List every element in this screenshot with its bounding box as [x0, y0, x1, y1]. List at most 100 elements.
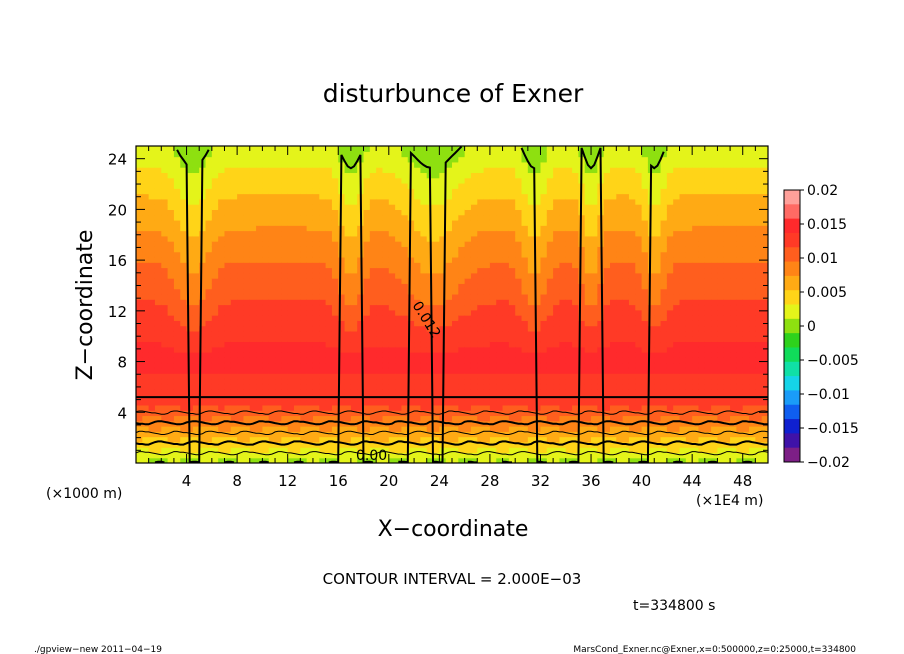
- contour-cell: [306, 404, 314, 411]
- contour-cell: [363, 346, 371, 353]
- contour-cell: [395, 362, 403, 369]
- contour-cell: [357, 404, 365, 411]
- contour-cell: [161, 336, 169, 343]
- contour-cell: [287, 426, 295, 432]
- contour-cell: [452, 330, 459, 337]
- contour-cell: [546, 410, 554, 417]
- contour-cell: [338, 362, 346, 369]
- contour-cell: [287, 241, 295, 247]
- contour-cell: [211, 389, 219, 395]
- contour-cell: [578, 373, 586, 380]
- contour-cell: [470, 436, 478, 443]
- contour-cell: [237, 262, 245, 269]
- contour-cell: [173, 389, 181, 395]
- contour-cell: [654, 436, 662, 443]
- contour-cell: [325, 346, 333, 353]
- contour-cell: [483, 315, 491, 321]
- contour-cell: [243, 283, 251, 290]
- contour-cell: [572, 404, 579, 411]
- contour-cell: [148, 267, 156, 274]
- contour-cell: [350, 256, 358, 263]
- contour-cell: [565, 241, 573, 247]
- contour-cell: [654, 362, 662, 369]
- contour-cell: [395, 378, 403, 385]
- contour-cell: [426, 404, 434, 411]
- contour-cell: [331, 299, 339, 306]
- contour-cell: [515, 447, 523, 454]
- contour-cell: [161, 320, 169, 327]
- contour-cell: [199, 431, 207, 438]
- contour-cell: [559, 278, 567, 284]
- contour-cell: [553, 188, 561, 195]
- contour-cell: [300, 357, 308, 364]
- contour-cell: [616, 156, 624, 163]
- contour-cell: [186, 161, 194, 168]
- contour-cell: [622, 251, 630, 258]
- contour-cell: [458, 177, 466, 184]
- contour-cell: [597, 410, 605, 417]
- contour-cell: [268, 151, 276, 158]
- contour-cell: [527, 214, 535, 221]
- contour-cell: [407, 367, 415, 374]
- contour-cell: [338, 256, 346, 263]
- contour-cell: [388, 325, 396, 332]
- contour-cell: [445, 167, 453, 174]
- contour-cell: [477, 256, 485, 263]
- contour-cell: [565, 230, 573, 237]
- contour-cell: [256, 161, 263, 168]
- contour-cell: [382, 309, 390, 316]
- contour-cell: [275, 293, 282, 300]
- contour-cell: [597, 336, 605, 343]
- contour-cell: [281, 299, 289, 306]
- contour-cell: [363, 283, 371, 290]
- contour-cell: [154, 225, 162, 232]
- contour-cell: [635, 288, 643, 295]
- contour-cell: [211, 426, 219, 432]
- contour-cell: [572, 230, 579, 237]
- contour-cell: [262, 272, 270, 279]
- contour-cell: [325, 373, 333, 380]
- contour-cell: [294, 325, 301, 332]
- contour-cell: [180, 304, 188, 311]
- contour-cell: [224, 352, 232, 358]
- contour-cell: [401, 177, 409, 184]
- contour-cell: [565, 304, 573, 311]
- contour-cell: [224, 278, 232, 284]
- contour-cell: [559, 172, 567, 179]
- contour-cell: [211, 346, 219, 353]
- contour-cell: [243, 330, 251, 337]
- contour-cell: [470, 346, 478, 353]
- contour-cell: [546, 230, 554, 237]
- contour-cell: [445, 399, 453, 406]
- contour-cell: [578, 362, 586, 369]
- contour-cell: [439, 146, 447, 152]
- contour-cell: [565, 399, 573, 406]
- contour-cell: [521, 182, 529, 189]
- contour-cell: [268, 204, 276, 210]
- contour-cell: [388, 272, 396, 279]
- contour-cell: [148, 457, 156, 463]
- contour-cell: [654, 146, 662, 152]
- contour-cell: [287, 193, 295, 200]
- contour-cell: [654, 373, 662, 380]
- contour-cell: [357, 304, 365, 311]
- contour-cell: [287, 283, 295, 290]
- contour-cell: [363, 304, 371, 311]
- contour-cell: [407, 389, 415, 395]
- contour-cell: [565, 214, 573, 221]
- contour-cell: [483, 267, 491, 274]
- contour-cell: [350, 241, 358, 247]
- contour-cell: [540, 399, 548, 406]
- contour-cell: [237, 383, 245, 390]
- contour-cell: [192, 389, 200, 395]
- contour-cell: [382, 320, 390, 327]
- contour-cell: [161, 346, 169, 353]
- contour-cell: [597, 283, 605, 290]
- contour-cell: [249, 209, 257, 216]
- contour-cell: [420, 241, 428, 247]
- contour-cell: [414, 172, 421, 179]
- contour-cell: [420, 378, 428, 385]
- contour-cell: [331, 182, 339, 189]
- contour-cell: [154, 161, 162, 168]
- contour-cell: [154, 420, 162, 427]
